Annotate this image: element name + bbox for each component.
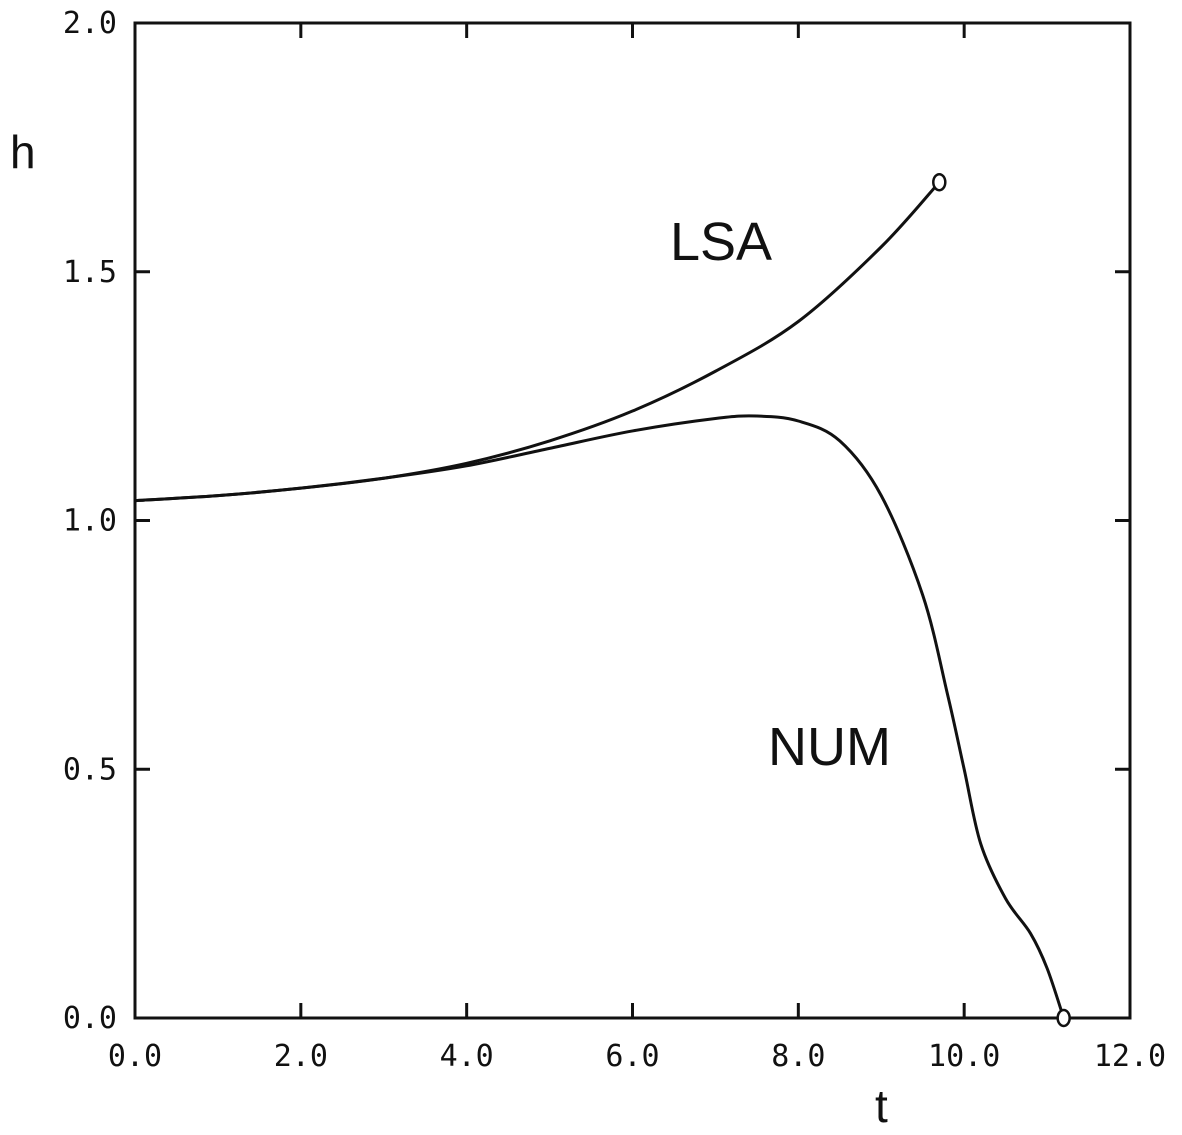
x-tick-label: 4.0 (440, 1039, 494, 1074)
y-tick-label: 2.0 (63, 6, 117, 41)
series-line-lsa (134, 181, 941, 503)
x-tick-label: 8.0 (771, 1039, 825, 1074)
x-tick-label: 10.0 (928, 1039, 1000, 1074)
y-tick-label: 1.0 (63, 504, 117, 539)
x-tick-label: 2.0 (274, 1039, 328, 1074)
series-label-lsa: LSA (670, 212, 772, 272)
series-curves (134, 181, 1066, 1019)
series-label-num: NUM (768, 717, 891, 777)
y-tick-label: 0.5 (63, 752, 117, 787)
y-tick-label: 0.0 (63, 1001, 117, 1036)
end-marker-num (1056, 1008, 1071, 1028)
y-tick-label: 1.5 (63, 255, 117, 290)
axis-ticks (133, 21, 1132, 1020)
end-markers (932, 172, 1071, 1028)
plot-frame (133, 21, 1132, 1020)
series-line-num (134, 414, 1066, 1019)
tick-labels: 0.0 2.0 4.0 6.0 8.0 10.0 12.0 0.0 0.5 1.0 1.5 2.0 (63, 6, 1166, 1074)
x-tick-label: 6.0 (605, 1039, 659, 1074)
x-axis-label: t (875, 1080, 888, 1132)
x-tick-label: 12.0 (1094, 1039, 1166, 1074)
x-tick-label: 0.0 (108, 1039, 162, 1074)
y-axis-label: h (10, 126, 36, 178)
end-marker-lsa (932, 172, 947, 192)
